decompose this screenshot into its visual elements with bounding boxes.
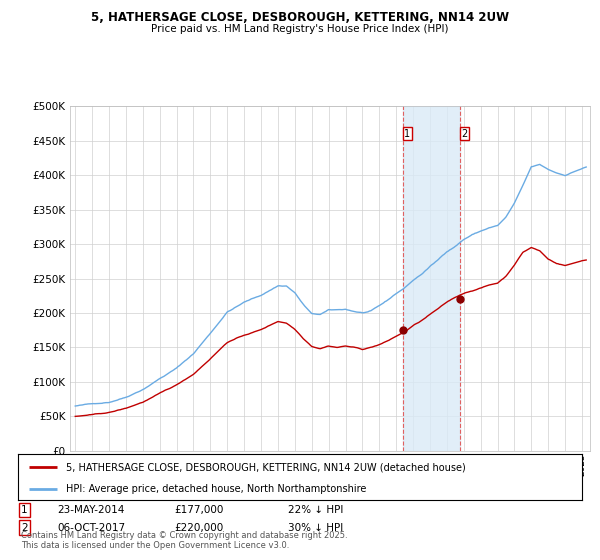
Text: Price paid vs. HM Land Registry's House Price Index (HPI): Price paid vs. HM Land Registry's House … bbox=[151, 24, 449, 34]
Text: 5, HATHERSAGE CLOSE, DESBOROUGH, KETTERING, NN14 2UW: 5, HATHERSAGE CLOSE, DESBOROUGH, KETTERI… bbox=[91, 11, 509, 24]
Text: 1: 1 bbox=[404, 129, 410, 139]
Text: £220,000: £220,000 bbox=[174, 522, 223, 533]
Text: 1: 1 bbox=[21, 505, 28, 515]
Text: 2: 2 bbox=[461, 129, 467, 139]
Text: 30% ↓ HPI: 30% ↓ HPI bbox=[288, 522, 343, 533]
Text: 22% ↓ HPI: 22% ↓ HPI bbox=[288, 505, 343, 515]
Text: 5, HATHERSAGE CLOSE, DESBOROUGH, KETTERING, NN14 2UW (detached house): 5, HATHERSAGE CLOSE, DESBOROUGH, KETTERI… bbox=[66, 462, 466, 472]
Text: £177,000: £177,000 bbox=[174, 505, 223, 515]
Text: Contains HM Land Registry data © Crown copyright and database right 2025.
This d: Contains HM Land Registry data © Crown c… bbox=[21, 530, 347, 550]
Bar bbox=[403, 106, 460, 451]
Text: 06-OCT-2017: 06-OCT-2017 bbox=[57, 522, 125, 533]
Text: 23-MAY-2014: 23-MAY-2014 bbox=[57, 505, 124, 515]
Text: 2: 2 bbox=[21, 522, 28, 533]
Text: HPI: Average price, detached house, North Northamptonshire: HPI: Average price, detached house, Nort… bbox=[66, 484, 367, 493]
